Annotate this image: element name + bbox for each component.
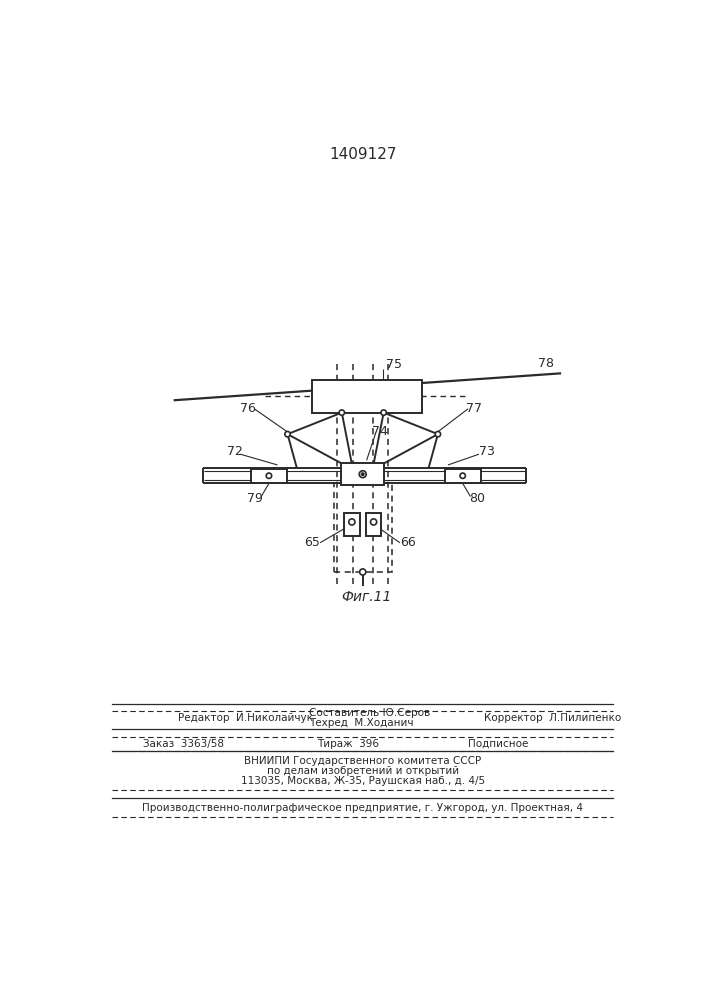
- Text: Составитель Ю.Серов: Составитель Ю.Серов: [309, 708, 431, 718]
- Text: 75: 75: [386, 358, 402, 371]
- Text: 78: 78: [537, 357, 554, 370]
- Bar: [334, 483, 392, 572]
- Circle shape: [460, 473, 465, 478]
- Circle shape: [285, 431, 291, 437]
- Text: Техред  М.Ходанич: Техред М.Ходанич: [309, 718, 414, 728]
- Text: 72: 72: [227, 445, 243, 458]
- Text: Тираж  396: Тираж 396: [317, 739, 379, 749]
- Text: 113035, Москва, Ж-35, Раушская наб., д. 4/5: 113035, Москва, Ж-35, Раушская наб., д. …: [240, 776, 485, 786]
- Bar: [312, 380, 421, 413]
- Bar: [341, 463, 384, 485]
- Text: Заказ  3363/58: Заказ 3363/58: [143, 739, 223, 749]
- Circle shape: [436, 431, 440, 437]
- Text: 79: 79: [247, 492, 263, 505]
- Text: 76: 76: [240, 402, 256, 415]
- Text: Производственно-полиграфическое предприятие, г. Ужгород, ул. Проектная, 4: Производственно-полиграфическое предприя…: [142, 803, 583, 813]
- Text: Редактор  И.Николайчук: Редактор И.Николайчук: [177, 713, 312, 723]
- Circle shape: [349, 519, 355, 525]
- Text: по делам изобретений и открытий: по делам изобретений и открытий: [267, 766, 459, 776]
- Circle shape: [267, 473, 271, 478]
- Text: 77: 77: [465, 402, 481, 415]
- Circle shape: [370, 519, 377, 525]
- Text: 74: 74: [372, 425, 387, 438]
- Text: Фиг.11: Фиг.11: [341, 590, 392, 604]
- Bar: [366, 513, 381, 536]
- Text: ВНИИПИ Государственного комитета СССР: ВНИИПИ Государственного комитета СССР: [244, 756, 481, 766]
- Bar: [251, 469, 287, 483]
- Text: 65: 65: [305, 536, 320, 549]
- Text: 73: 73: [479, 445, 495, 458]
- Circle shape: [381, 410, 386, 415]
- Circle shape: [361, 473, 364, 475]
- Text: 66: 66: [399, 536, 416, 549]
- Bar: [445, 469, 481, 483]
- Bar: [344, 513, 360, 536]
- Text: Корректор  Л.Пилипенко: Корректор Л.Пилипенко: [484, 713, 621, 723]
- Circle shape: [360, 569, 366, 575]
- Circle shape: [359, 471, 366, 478]
- Text: 1409127: 1409127: [329, 147, 397, 162]
- Text: Подписное: Подписное: [468, 739, 529, 749]
- Text: 80: 80: [469, 492, 485, 505]
- Circle shape: [339, 410, 344, 415]
